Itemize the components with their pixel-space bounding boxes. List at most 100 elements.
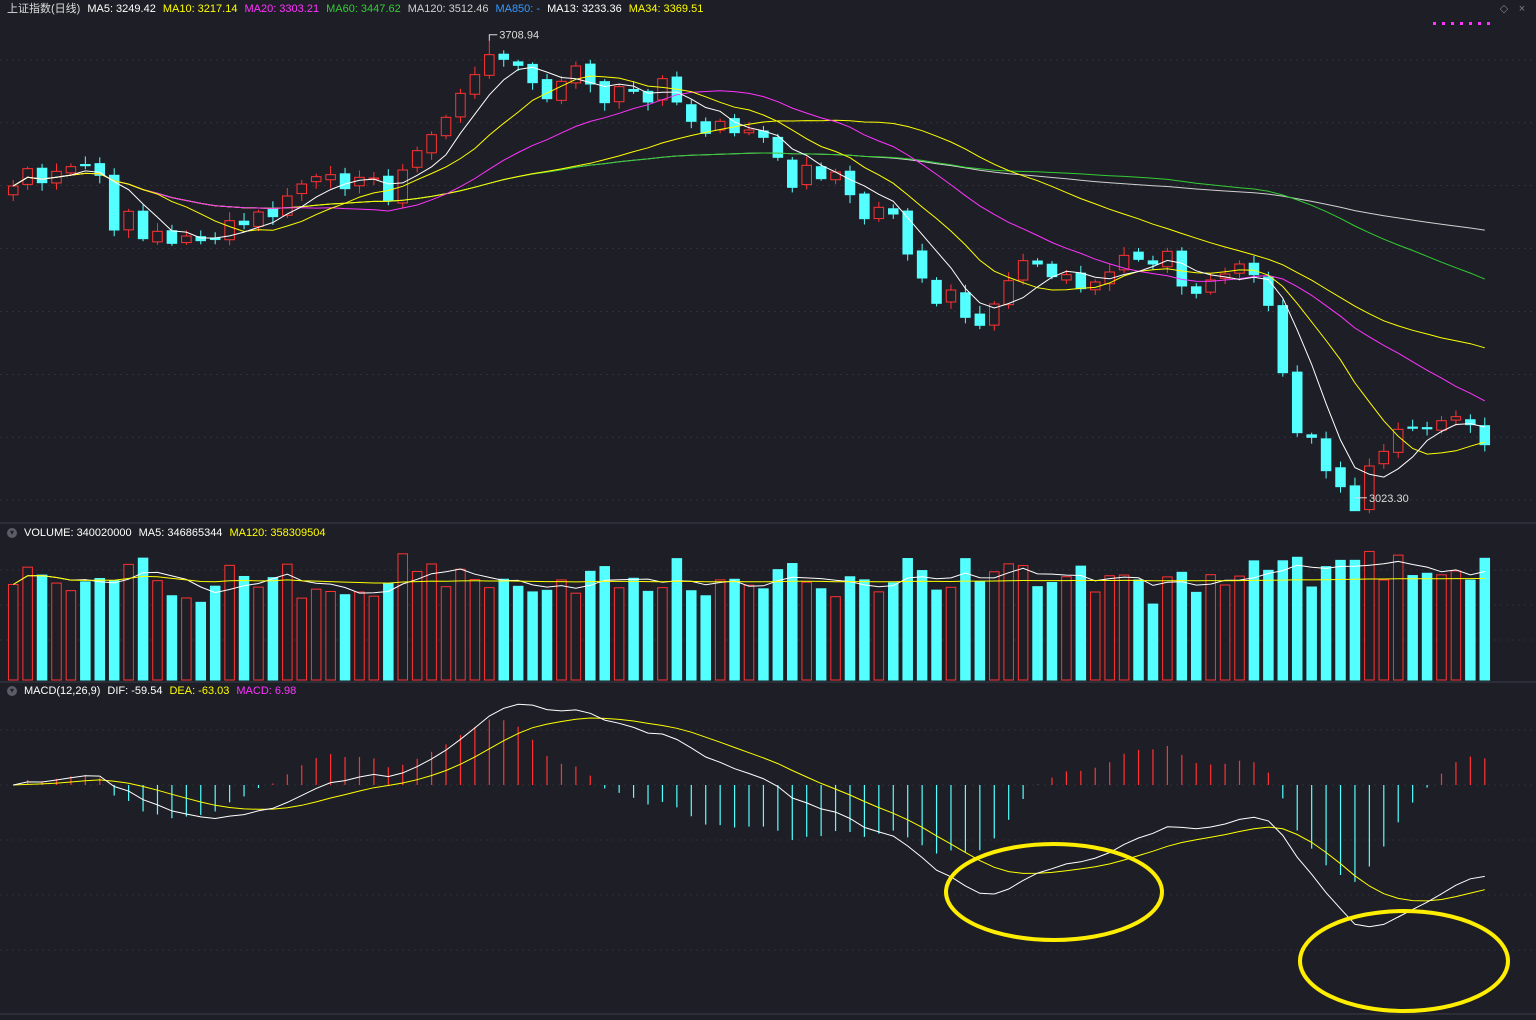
volume-bar-down (628, 577, 639, 681)
close-icon[interactable]: × (1518, 3, 1526, 15)
candle-down (888, 208, 899, 215)
candle-down (1277, 305, 1289, 374)
marker-dot (1442, 22, 1445, 25)
volume-bar-up (1089, 591, 1101, 681)
macd-collapse-icon[interactable]: ▾ (7, 686, 17, 696)
candle-up (613, 86, 625, 103)
candle-up (123, 210, 134, 231)
volume-bar-down (541, 589, 553, 681)
volume-bar-up (1061, 576, 1072, 681)
macd-value: MACD: 6.98 (236, 685, 297, 697)
volume-bar-down (267, 577, 279, 681)
candle-up (570, 65, 582, 84)
indicator-ma60: MA60: 3447.62 (326, 3, 401, 15)
candle-up (743, 129, 755, 134)
volume-bar-down (80, 581, 91, 681)
candle-up (714, 120, 726, 131)
volume-bar-up (1378, 579, 1390, 681)
chart-title: 上证指数(日线) (7, 3, 81, 15)
volume-bar-up (1219, 584, 1231, 681)
candle-down (1335, 467, 1346, 488)
volume-bar-up (945, 586, 957, 681)
candle-down (815, 166, 827, 180)
volume-bar-down (931, 589, 942, 681)
volume-bar-down (844, 576, 856, 681)
volume-bar-up (1392, 554, 1404, 681)
volume-bar-up (22, 566, 33, 681)
candle-up (282, 195, 293, 216)
candle-up (945, 289, 957, 303)
volume-bar-up (1118, 574, 1130, 681)
ma10-line (12, 75, 1485, 455)
volume-bar-up (570, 592, 582, 681)
candle-up (296, 183, 308, 195)
volume-bar-up (310, 588, 322, 681)
candle-down (166, 230, 178, 244)
candle-down (787, 159, 798, 188)
volume-collapse-icon[interactable]: ▾ (7, 528, 17, 538)
candle-down (902, 210, 913, 255)
volume-bar-down (1465, 579, 1476, 681)
volume-bar-up (1017, 565, 1029, 681)
candle-down (195, 236, 207, 242)
volume-bar-up (253, 586, 264, 681)
macd-params: MACD(12,26,9) (24, 685, 101, 697)
candle-down (1248, 262, 1260, 276)
volume-bar-down (815, 588, 827, 681)
candle-down (527, 63, 538, 84)
macd-panel-header: ▾ MACD(12,26,9) DIF: -59.54 DEA: -63.03 … (0, 683, 296, 699)
candle-up (310, 176, 322, 183)
volume-bar-up (181, 597, 192, 681)
volume-bar-up (296, 597, 308, 681)
volume-bar-down (599, 566, 610, 681)
volume-bar-down (339, 594, 351, 681)
volume-bar-up (1364, 550, 1375, 681)
volume-bar-up (1234, 575, 1245, 681)
volume-bar-down (888, 582, 899, 681)
marker-dot (1478, 22, 1481, 25)
volume-bar-down (195, 601, 207, 681)
volume-bar-up (455, 568, 466, 681)
volume-bar-down (1133, 579, 1144, 681)
highlight-ellipse-second (1298, 909, 1510, 1013)
volume-bar-up (123, 563, 134, 681)
diamond-icon[interactable]: ◇ (1499, 3, 1509, 15)
candle-up (455, 92, 466, 118)
marker-dot (1460, 22, 1463, 25)
volume-bars (7, 550, 1491, 681)
volume-bar-down (1277, 560, 1289, 681)
price-panel-header: 上证指数(日线) MA5: 3249.42 MA10: 3217.14 MA20… (0, 1, 703, 17)
volume-bar-down (166, 595, 178, 681)
volume-bar-down (1291, 556, 1303, 681)
candle-down (844, 170, 856, 196)
candle-down (628, 88, 639, 92)
candle-down (585, 63, 596, 85)
indicator-ma850: MA850: - (495, 3, 541, 15)
candle-down (267, 208, 279, 218)
high-marker (488, 34, 498, 41)
volume-bar-down (1046, 582, 1058, 681)
marker-dot (1451, 22, 1454, 25)
volume-bar-up (801, 581, 812, 681)
candle-down (94, 163, 106, 176)
volume-bar-down (1421, 572, 1433, 681)
candle-up (873, 206, 885, 220)
candle-up (224, 220, 235, 241)
candle-up (1061, 274, 1072, 281)
volume-ma120-line (12, 575, 1485, 585)
candle-up (1364, 465, 1375, 511)
volume-bar-down (686, 590, 697, 681)
indicator-ma13: MA13: 3233.36 (547, 3, 622, 15)
volume-bar-up (397, 553, 409, 681)
volume-bar-down (772, 569, 784, 681)
volume-bar-down (758, 588, 769, 681)
candle-up (830, 171, 841, 181)
candle-down (137, 210, 149, 240)
candle-down (599, 81, 610, 104)
candle-down (1190, 286, 1202, 294)
volume-bar-up (368, 595, 380, 681)
candle-down (1263, 276, 1274, 306)
volume-bar-down (729, 578, 740, 681)
volume-bar-down (36, 574, 48, 681)
volume-bar-down (1407, 575, 1418, 681)
